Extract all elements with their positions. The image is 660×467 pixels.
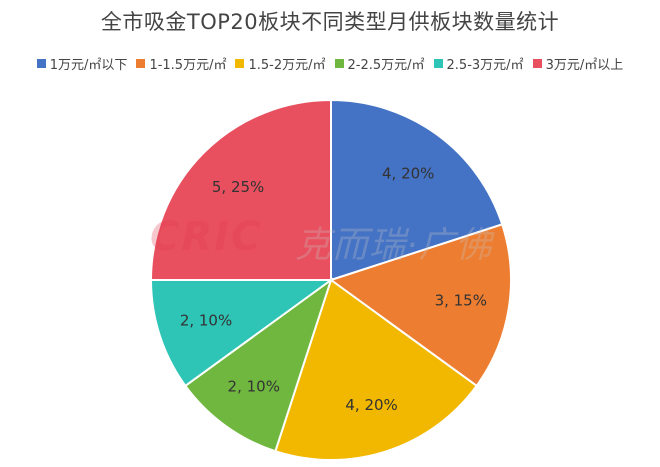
slice-data-label: 4, 20% [382,165,434,183]
pie-slice [330,98,504,282]
pie-slice [274,278,479,461]
pie-slice [149,279,335,388]
legend-label: 1万元/㎡以下 [49,58,128,73]
slice-data-label: 2, 10% [228,377,280,395]
legend-swatch [136,59,146,68]
legend-item: 3万元/㎡以上 [532,54,624,73]
legend-label: 2-2.5万元/㎡ [347,58,425,73]
chart-title: 全市吸金TOP20板块不同类型月供板块数量统计 [100,10,560,34]
legend-label: 1-1.5万元/㎡ [149,58,227,73]
slice-data-label: 5, 25% [212,178,264,196]
legend-item: 1万元/㎡以下 [36,54,128,73]
legend-swatch [433,59,443,68]
legend-swatch [532,59,542,68]
legend-swatch [235,59,245,68]
legend-label: 3万元/㎡以上 [545,58,624,73]
legend-swatch [334,59,344,68]
slice-data-label: 4, 20% [345,396,397,414]
legend-swatch [36,59,46,68]
legend-item: 1-1.5万元/㎡ [136,54,226,73]
pie-slice [328,223,512,388]
legend-item: 2.5-3万元/㎡ [433,54,524,73]
legend-item: 2-2.5万元/㎡ [334,54,425,73]
slice-data-label: 2, 10% [180,312,232,330]
pie-slice [149,98,332,281]
legend-label: 2.5-3万元/㎡ [446,58,524,73]
pie-slice [183,277,333,453]
legend-label: 1.5-2万元/㎡ [248,58,326,73]
legend-item: 1.5-2万元/㎡ [235,54,326,73]
legend: 1万元/㎡以下 1-1.5万元/㎡ 1.5-2万元/㎡ 2-2.5万元/㎡ 2.5-3万… [0,54,660,73]
slice-data-label: 3, 15% [435,292,487,310]
